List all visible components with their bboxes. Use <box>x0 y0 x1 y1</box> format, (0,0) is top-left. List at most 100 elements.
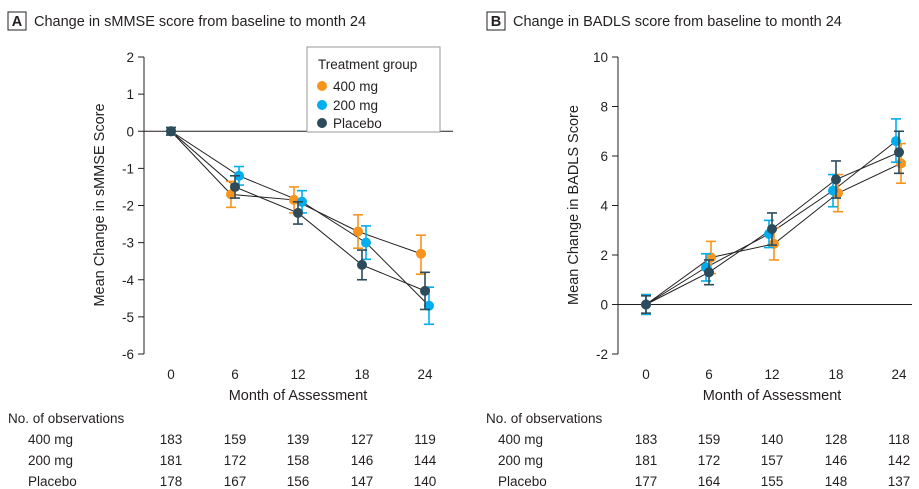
panel-a-row-label-200mg: 200 mg <box>28 453 73 468</box>
legend: Treatment group 400 mg 200 mg Placebo <box>306 46 441 133</box>
panel-a-y-tick-label: -6 <box>122 347 134 362</box>
panel-a-table-cell-400mg: 139 <box>287 432 310 447</box>
panel-a-line-200mg <box>170 130 430 307</box>
panel-a-y-axis-label: Mean Change in sMMSE Score <box>92 103 108 306</box>
panel-a-table-cell-400mg: 183 <box>160 432 183 447</box>
panel-a-table-cell-400mg: 159 <box>224 432 247 447</box>
panel-b-x-tick-label: 6 <box>705 367 713 382</box>
panel-b-y-tick-label: 8 <box>600 100 608 115</box>
panel-a-x-tick-label: 18 <box>354 367 369 382</box>
panel-a-x-tick-label: 6 <box>231 367 239 382</box>
panel-a-row-label-placebo: Placebo <box>28 474 77 489</box>
panel-a-y-tick-label: -5 <box>122 310 134 325</box>
panel-a-x-tick-label: 0 <box>167 367 175 382</box>
panel-b-point-placebo <box>767 224 777 235</box>
panel-a-row-label-400mg: 400 mg <box>28 432 73 447</box>
panel-b-x-tick-label: 12 <box>764 367 779 382</box>
panel-b-table-header: No. of observations <box>486 411 603 426</box>
panel-a-y-tick-label: 0 <box>126 124 134 139</box>
panel-a-point-placebo <box>420 285 430 296</box>
panel-b-y-tick-label: 0 <box>600 298 608 313</box>
panel-b-point-placebo <box>641 299 651 310</box>
panel-a-point-placebo <box>166 126 176 137</box>
legend-box <box>306 46 441 133</box>
panel-b-table-cell-200mg: 181 <box>635 453 658 468</box>
legend-title: Treatment group <box>318 57 417 72</box>
panel-b-table-cell-200mg: 146 <box>825 453 848 468</box>
panel-a-point-placebo <box>293 207 303 218</box>
panel-a-point-placebo <box>357 259 367 270</box>
panel-b-point-placebo <box>894 147 904 158</box>
panel-a-table-cell-placebo: 147 <box>351 474 374 489</box>
panel-b-line-200mg <box>645 140 897 305</box>
panel-b-point-placebo <box>831 174 841 185</box>
legend-label-200mg: 200 mg <box>333 98 378 113</box>
panel-a-point-400mg <box>416 248 426 259</box>
panel-b-table-cell-400mg: 140 <box>761 432 784 447</box>
panel-a-line-400mg <box>170 130 422 255</box>
panel-a-table-header: No. of observations <box>8 411 125 426</box>
panel-b-table-cell-200mg: 172 <box>698 453 721 468</box>
panel-b-table-cell-200mg: 142 <box>888 453 911 468</box>
panel-b-y-tick-label: 6 <box>600 149 608 164</box>
panel-a-point-400mg <box>226 189 236 200</box>
panel-b-table-cell-200mg: 157 <box>761 453 784 468</box>
panel-a-point-200mg <box>424 300 434 311</box>
panel-a-y-tick-label: -4 <box>122 273 134 288</box>
legend-marker-200mg <box>317 100 327 110</box>
panel-a-table-cell-400mg: 119 <box>414 432 436 447</box>
panel-a-y-tick-label: 1 <box>126 87 134 102</box>
legend-marker-placebo <box>317 118 327 128</box>
panel-b-letter: B <box>491 14 501 30</box>
legend-label-400mg: 400 mg <box>333 79 378 94</box>
panel-a-letter: A <box>12 14 23 30</box>
panel-b-table-cell-placebo: 177 <box>635 474 658 489</box>
panel-b-y-axis-label: Mean Change in BADLS Score <box>566 105 582 305</box>
panel-b-x-tick-label: 24 <box>891 367 907 382</box>
panel-a-y-tick-label: -2 <box>122 199 134 214</box>
panel-a-table-cell-200mg: 158 <box>287 453 310 468</box>
panel-a-table-cell-placebo: 140 <box>414 474 437 489</box>
panel-b-row-label-placebo: Placebo <box>498 474 547 489</box>
panel-a-table-cell-200mg: 181 <box>160 453 183 468</box>
panel-b-y-tick-label: -2 <box>596 347 608 362</box>
legend-label-placebo: Placebo <box>333 116 382 131</box>
panel-a-y-tick-label: -1 <box>122 161 134 176</box>
panel-b-series <box>641 118 906 316</box>
panel-a-table-cell-200mg: 146 <box>351 453 374 468</box>
panel-b-x-tick-label: 18 <box>828 367 843 382</box>
panel-a-table-cell-200mg: 144 <box>414 453 437 468</box>
panel-b-x-ticks: 0 6 12 18 24 <box>642 367 907 382</box>
panel-a-x-tick-label: 12 <box>290 367 305 382</box>
panel-a-x-axis-label: Month of Assessment <box>229 388 368 404</box>
panel-a-table-cell-placebo: 167 <box>224 474 247 489</box>
legend-marker-400mg <box>317 81 327 91</box>
panel-a-x-tick-label: 24 <box>417 367 433 382</box>
panel-b-point-placebo <box>704 267 714 278</box>
panel-a-point-placebo <box>230 181 240 192</box>
panel-b-x-axis-label: Month of Assessment <box>703 388 842 404</box>
panel-b-y-tick-label: 4 <box>600 199 608 214</box>
panel-b-x-tick-label: 0 <box>642 367 650 382</box>
panel-b-table-cell-400mg: 118 <box>888 432 910 447</box>
panel-a-y-tick-label: -3 <box>122 236 134 251</box>
panel-b-table-cell-400mg: 183 <box>635 432 658 447</box>
panel-b-observations-table: No. of observations 400 mg 200 mg Placeb… <box>486 411 910 489</box>
panel-a-table-cell-placebo: 156 <box>287 474 310 489</box>
panel-b-y-tick-label: 10 <box>593 50 608 65</box>
panel-b-title: Change in BADLS score from baseline to m… <box>513 14 842 30</box>
panel-b-table-cell-placebo: 155 <box>761 474 784 489</box>
panel-a-series <box>166 126 434 326</box>
panel-b-letter-box <box>486 11 506 31</box>
panel-b-y-ticks: -2 0 2 4 6 8 10 <box>593 50 618 362</box>
panel-b-table-cell-400mg: 159 <box>698 432 721 447</box>
panel-a-point-200mg <box>361 237 371 248</box>
panel-b: B Change in BADLS score from baseline to… <box>486 11 912 489</box>
panel-a-y-ticks: -6 -5 -4 -3 -2 -1 0 1 2 <box>122 50 144 362</box>
panel-a-y-tick-label: 2 <box>126 50 134 65</box>
panel-b-y-tick-label: 2 <box>600 248 608 263</box>
panel-b-table-cell-placebo: 164 <box>698 474 721 489</box>
panel-b-table-cell-placebo: 148 <box>825 474 848 489</box>
panel-b-row-label-200mg: 200 mg <box>498 453 543 468</box>
